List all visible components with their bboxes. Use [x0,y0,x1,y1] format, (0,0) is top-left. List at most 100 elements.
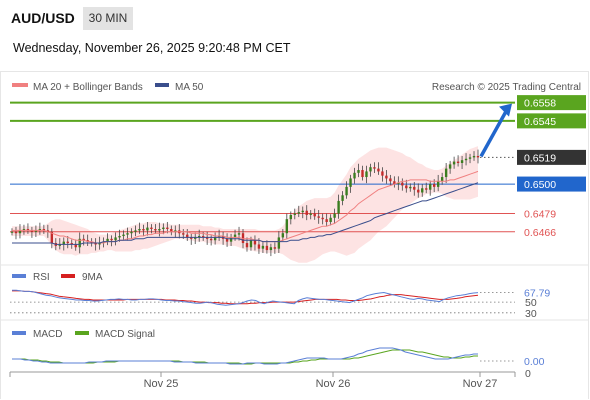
candle-body [237,233,241,235]
candle-body [425,188,428,190]
candle-body [154,229,157,231]
candle-body [225,238,229,242]
legend-swatch-macd [12,331,26,335]
legend-label-macd: MACD [33,329,62,340]
candle-body [241,233,245,244]
level-tag-bg-0.6545 [517,113,586,129]
rsi-line [12,289,479,306]
time-tick-label: Nov 25 [144,378,179,390]
candle-body [14,231,18,234]
candle-body [205,237,209,239]
candle-body [265,245,269,251]
level-tag-0.6466: 0.6466 [524,227,556,239]
time-tick-label: Nov 27 [463,378,498,390]
candle-body [30,230,34,232]
candle-body [249,240,253,248]
chart-frame [0,71,589,399]
candle-body [440,177,444,182]
candle-body [429,184,432,190]
legend-swatch-rsi [12,274,26,278]
bollinger-band-area [12,146,478,263]
candle-body [170,229,173,232]
candle-body [162,227,165,229]
level-tag-0.6479: 0.6479 [524,209,556,221]
legend-label-9ma: 9MA [82,272,103,283]
candle-body [464,158,468,161]
candle-body [345,186,348,196]
candle-body [448,164,452,169]
candle-body [146,227,149,231]
candle-body [285,219,289,234]
price-legend: MA 20 + Bollinger Bands MA 50 Research ©… [12,82,581,93]
macd-panel: 0.000 [12,347,545,380]
candle-body [150,227,153,229]
time-axis: Nov 25 Nov 26 Nov 27 [9,372,516,390]
candle-body [138,229,141,231]
candle-body [217,236,221,238]
candle-body [305,210,308,215]
candle-body [142,229,145,231]
level-tag-0.6545: 0.6545 [524,116,556,128]
legend-label-ma50: MA 50 [175,82,204,93]
candle-body [10,231,14,233]
candle-body [174,230,177,232]
candle-body [194,237,197,239]
candle-body [341,195,344,201]
rsi-last-value: 67.79 [524,288,550,300]
watermark: Research © 2025 Trading Central [432,82,581,93]
candle-body [452,161,456,165]
candle-body [444,168,448,178]
candle-body [26,229,30,231]
candle-body [373,167,376,169]
legend-swatch-9ma [61,274,75,278]
candle-body [468,157,472,159]
candle-body [257,244,261,249]
candle-body [365,171,368,178]
legend-label-ma20: MA 20 + Bollinger Bands [33,82,143,93]
candle-body [361,170,364,178]
candle-body [122,234,125,237]
candle-body [317,216,320,218]
candle-body [213,237,217,241]
candle-body [134,230,137,232]
candle-body [476,155,480,158]
candle-body [329,217,332,222]
level-tag-bg-0.6500 [517,176,586,192]
level-tag-0.6519: 0.6519 [524,152,556,164]
candle-body [46,230,50,232]
candle-body [389,178,392,182]
level-tag-bg-0.6519 [517,149,586,165]
candle-body [357,170,360,173]
candle-body [377,168,380,172]
candle-body [50,231,54,244]
macd-signal-line [12,349,478,365]
datetime-label: Wednesday, November 26, 2025 9:20:48 PM … [13,41,291,55]
symbol-title: AUD/USD [11,10,75,26]
legend-label-rsi: RSI [33,272,50,283]
rsi-legend: RSI 9MA [12,272,103,283]
candle-body [98,243,101,245]
candle-body [70,243,73,245]
candle-body [106,238,109,242]
candle-body [381,171,384,176]
candle-body [333,213,336,218]
macd-last-value: 0.00 [524,356,545,368]
candle-body [209,238,213,241]
candle-body [397,182,400,185]
candle-body [229,237,233,242]
candle-body [436,181,440,187]
candle-body [417,189,420,193]
candle-body [393,181,396,185]
time-tick-label: Nov 26 [316,378,351,390]
candle-body [281,233,285,238]
candle-body [293,213,296,215]
macd-legend: MACD MACD Signal [12,329,155,340]
candle-body [401,182,404,186]
candle-body [460,160,464,163]
candle-body [18,230,22,234]
candle-body [126,233,129,235]
candle-body [42,229,46,231]
timeframe-badge[interactable]: 30 MIN [83,7,133,30]
candle-body [186,234,189,238]
